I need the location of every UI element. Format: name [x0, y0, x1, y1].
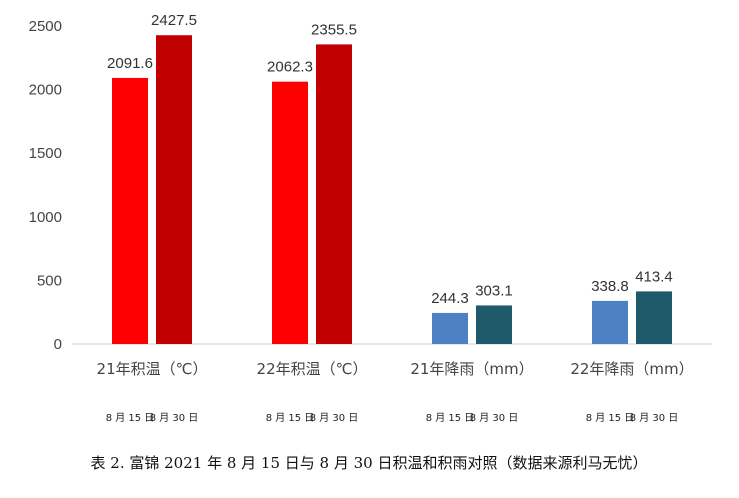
category-label: 21年降雨（mm） [410, 360, 533, 378]
y-tick-label: 2500 [29, 18, 62, 35]
figure-caption: 表 2. 富锦 2021 年 8 月 15 日与 8 月 30 日积温和积雨对照… [91, 454, 648, 472]
series-label: 8 月 15 日 [266, 412, 315, 424]
series-label: 8 月 15 日 [106, 412, 155, 424]
series-label: 8 月 30 日 [630, 412, 679, 424]
bar [156, 35, 192, 345]
data-label: 2427.5 [151, 12, 197, 29]
y-tick-label: 2000 [29, 82, 62, 99]
data-label: 338.8 [591, 278, 629, 295]
data-label: 303.1 [475, 282, 513, 299]
y-tick-label: 1000 [29, 209, 62, 226]
series-label: 8 月 30 日 [470, 412, 519, 424]
series-label: 8 月 15 日 [426, 412, 475, 424]
y-axis: 0 500 1000 1500 2000 2500 [29, 18, 62, 353]
series-label: 8 月 30 日 [310, 412, 359, 424]
bar [476, 305, 512, 344]
bars: 2091.6 2427.5 2062.3 2355.5 244.3 303.1 338.8 4… [107, 12, 673, 345]
data-label: 2355.5 [311, 21, 357, 38]
bar [112, 77, 148, 344]
bar [636, 291, 672, 344]
y-tick-label: 1500 [29, 145, 62, 162]
y-tick-label: 0 [54, 336, 62, 353]
y-tick-label: 500 [37, 272, 62, 289]
bar [432, 312, 468, 344]
data-label: 2091.6 [107, 55, 153, 72]
category-label: 22年积温（℃） [257, 360, 368, 378]
series-label: 8 月 15 日 [586, 412, 635, 424]
bar [592, 300, 628, 344]
category-label: 21年积温（℃） [97, 360, 208, 378]
data-label: 244.3 [431, 290, 469, 307]
data-label: 413.4 [635, 268, 673, 285]
data-label: 2062.3 [267, 59, 313, 76]
bar [272, 81, 308, 344]
category-label: 22年降雨（mm） [570, 360, 693, 378]
bar [316, 44, 352, 344]
series-label: 8 月 30 日 [150, 412, 199, 424]
